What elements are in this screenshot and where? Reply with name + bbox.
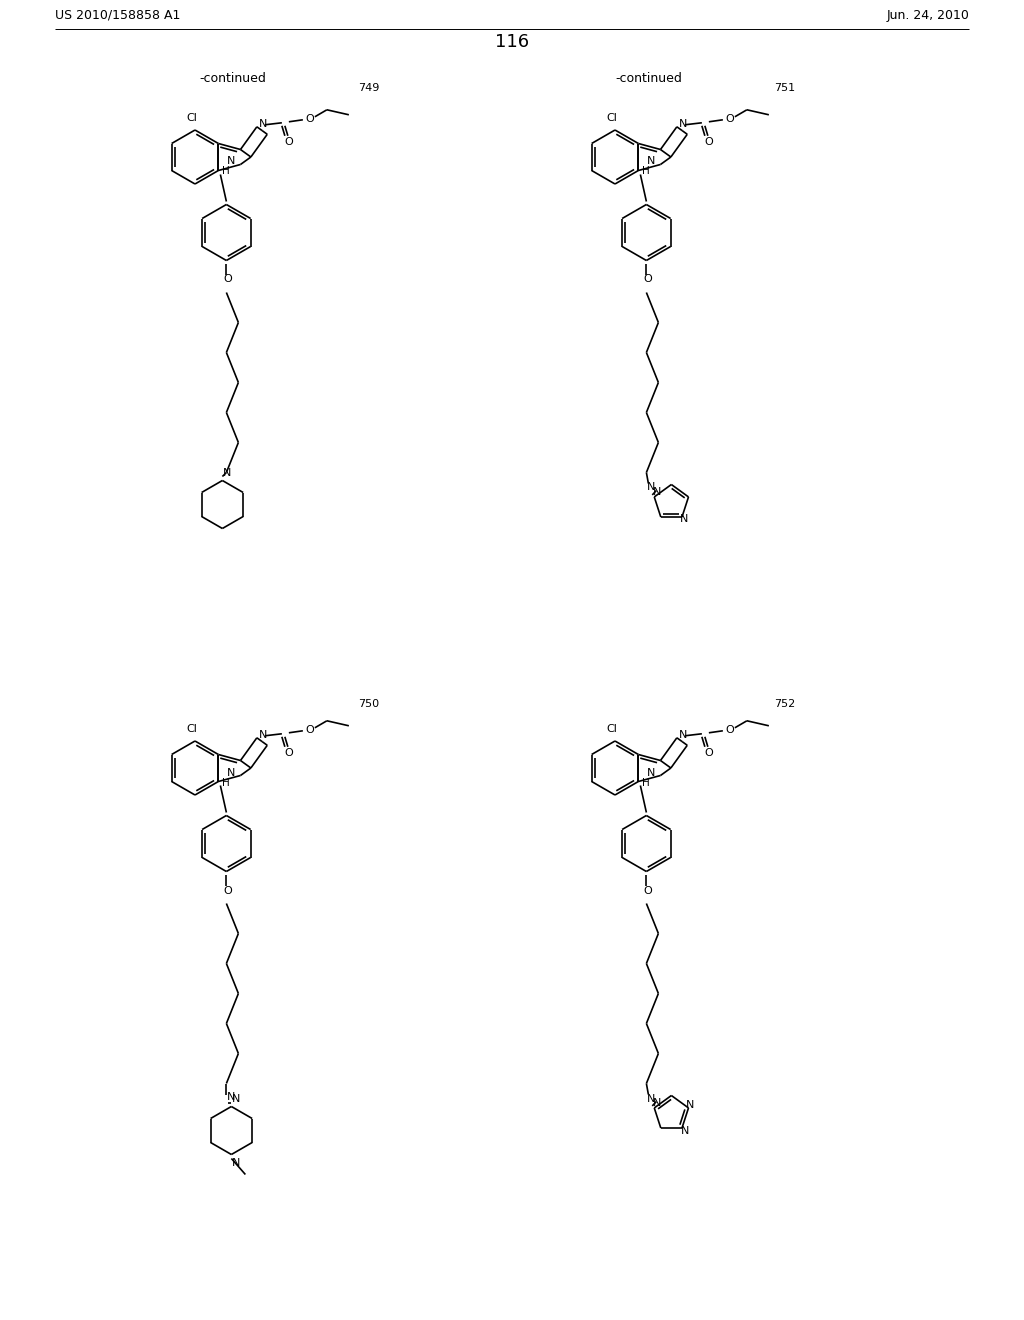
Text: O: O <box>643 886 651 895</box>
Text: N: N <box>679 730 687 739</box>
Text: N: N <box>679 119 687 129</box>
Text: N: N <box>647 483 655 492</box>
Text: US 2010/158858 A1: US 2010/158858 A1 <box>55 8 180 21</box>
Text: N: N <box>686 1100 694 1110</box>
Text: N: N <box>227 767 236 777</box>
Text: N: N <box>223 467 231 478</box>
Text: N: N <box>647 1093 655 1104</box>
Text: O: O <box>705 137 714 147</box>
Text: 749: 749 <box>358 83 379 92</box>
Text: 750: 750 <box>358 700 379 709</box>
Text: Cl: Cl <box>606 723 617 734</box>
Text: N: N <box>647 157 655 166</box>
Text: N: N <box>232 1094 241 1105</box>
Text: H: H <box>221 777 229 788</box>
Text: O: O <box>643 275 651 285</box>
Text: Cl: Cl <box>186 114 198 123</box>
Text: N: N <box>232 1158 241 1167</box>
Text: N: N <box>227 157 236 166</box>
Text: N: N <box>647 767 655 777</box>
Text: N: N <box>680 513 688 524</box>
Text: Cl: Cl <box>606 114 617 123</box>
Text: N: N <box>227 1093 236 1102</box>
Text: O: O <box>285 137 293 147</box>
Text: -continued: -continued <box>615 71 682 84</box>
Text: H: H <box>221 166 229 177</box>
Text: O: O <box>725 725 734 735</box>
Text: O: O <box>223 275 231 285</box>
Text: N: N <box>653 1098 662 1107</box>
Text: O: O <box>285 748 293 758</box>
Text: O: O <box>305 114 314 124</box>
Text: O: O <box>305 725 314 735</box>
Text: Jun. 24, 2010: Jun. 24, 2010 <box>886 8 969 21</box>
Text: N: N <box>681 1126 689 1137</box>
Text: Cl: Cl <box>186 723 198 734</box>
Text: N: N <box>259 119 267 129</box>
Text: N: N <box>259 730 267 739</box>
Text: O: O <box>705 748 714 758</box>
Text: O: O <box>223 886 231 895</box>
Text: H: H <box>642 777 649 788</box>
Text: -continued: -continued <box>200 71 266 84</box>
Text: H: H <box>642 166 649 177</box>
Text: 116: 116 <box>495 33 529 51</box>
Text: 751: 751 <box>774 83 795 92</box>
Text: N: N <box>653 487 662 496</box>
Text: 752: 752 <box>774 700 796 709</box>
Text: O: O <box>725 114 734 124</box>
